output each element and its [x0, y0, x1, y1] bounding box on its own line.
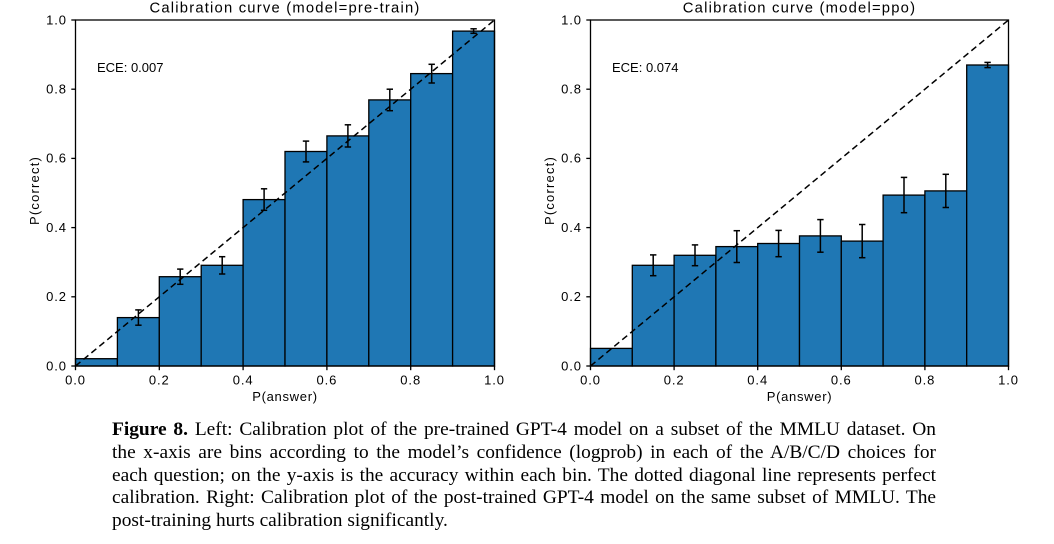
svg-text:1.0: 1.0 [561, 12, 582, 27]
svg-text:0.6: 0.6 [831, 372, 852, 387]
svg-text:0.0: 0.0 [46, 358, 67, 373]
svg-text:P(correct): P(correct) [542, 156, 557, 225]
svg-text:1.0: 1.0 [46, 12, 67, 27]
svg-text:ECE: 0.074: ECE: 0.074 [612, 60, 679, 75]
svg-text:1.0: 1.0 [998, 372, 1019, 387]
svg-text:0.4: 0.4 [233, 372, 254, 387]
svg-text:0.8: 0.8 [561, 82, 582, 97]
svg-text:1.0: 1.0 [484, 372, 505, 387]
svg-text:0.8: 0.8 [915, 372, 936, 387]
svg-text:0.0: 0.0 [580, 372, 601, 387]
svg-text:0.8: 0.8 [400, 372, 421, 387]
svg-text:0.6: 0.6 [46, 151, 67, 166]
svg-text:P(correct): P(correct) [27, 156, 42, 225]
svg-text:0.8: 0.8 [46, 82, 67, 97]
svg-text:0.6: 0.6 [317, 372, 338, 387]
svg-text:0.0: 0.0 [561, 358, 582, 373]
svg-text:0.4: 0.4 [561, 220, 582, 235]
svg-text:0.4: 0.4 [747, 372, 768, 387]
svg-text:Calibration curve (model=pre-t: Calibration curve (model=pre-train) [149, 1, 420, 17]
svg-text:0.4: 0.4 [46, 220, 67, 235]
svg-text:Calibration curve (model=ppo): Calibration curve (model=ppo) [683, 1, 916, 17]
svg-text:0.6: 0.6 [561, 151, 582, 166]
svg-text:ECE: 0.007: ECE: 0.007 [97, 60, 164, 75]
svg-text:0.2: 0.2 [664, 372, 685, 387]
svg-text:0.2: 0.2 [149, 372, 170, 387]
svg-text:0.2: 0.2 [46, 289, 67, 304]
svg-text:P(answer): P(answer) [252, 389, 318, 404]
svg-text:0.2: 0.2 [561, 289, 582, 304]
svg-text:0.0: 0.0 [65, 372, 86, 387]
svg-text:P(answer): P(answer) [767, 389, 833, 404]
